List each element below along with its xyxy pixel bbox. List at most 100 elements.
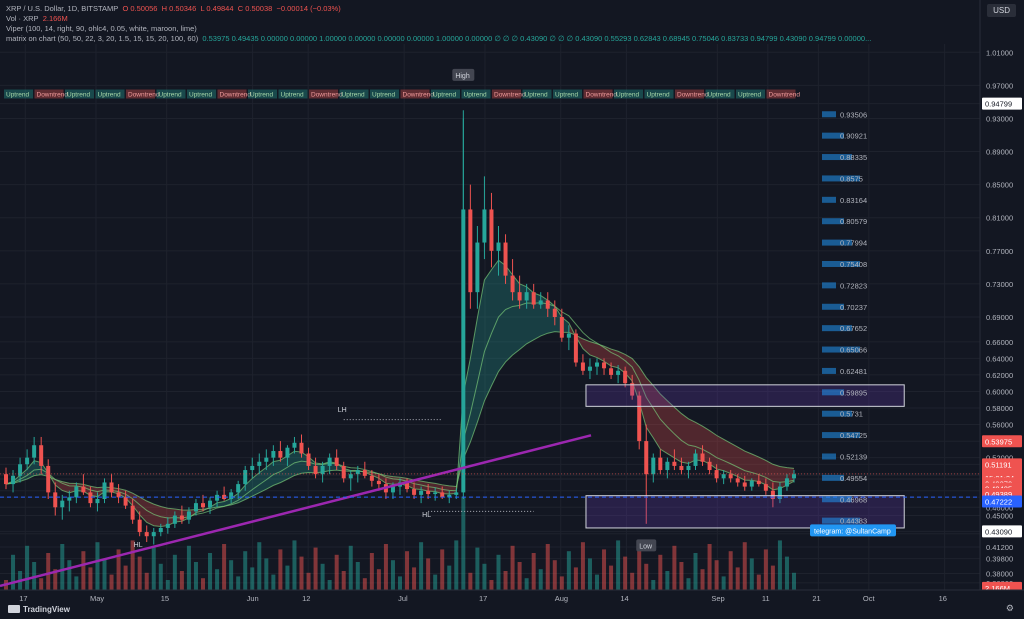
candle-body-112: [792, 474, 796, 479]
y-tick-20: 0.62000: [986, 371, 1013, 380]
candle-body-21: [151, 532, 156, 537]
legend-matrix-line[interactable]: matrix on chart (50, 50, 22, 3, 20, 1.5,…: [6, 34, 871, 44]
candle-body-22: [158, 527, 163, 533]
ribbon-band-1: [48, 472, 203, 527]
volume-bar-15: [109, 574, 114, 590]
candle-body-5: [39, 445, 44, 466]
trend-strip-label-14: Uptrend: [433, 92, 457, 99]
volume-bar-82: [580, 542, 585, 590]
volume-bar-66: [468, 572, 473, 590]
lh-label: LH: [338, 407, 347, 414]
volume-bar-86: [609, 565, 614, 590]
legend-volume-line[interactable]: Vol · XRP 2.166M: [6, 14, 68, 24]
volume-bar-69: [489, 580, 494, 590]
gear-icon[interactable]: ⚙: [1005, 603, 1014, 613]
trend-strip-label-7: Downtrend: [220, 92, 252, 99]
volume-bar-89: [630, 572, 635, 590]
volume-bar-59: [419, 542, 424, 590]
candle-body-48: [341, 465, 346, 479]
candle-body-23: [165, 523, 170, 528]
candle-body-9: [67, 497, 72, 501]
volume-bar-22: [158, 563, 163, 590]
volume-bar-78: [552, 560, 557, 590]
volume-bar-93: [658, 554, 663, 590]
candle-body-103: [728, 474, 733, 479]
legend-low: L 0.49844: [200, 4, 234, 13]
y-tick-26: 0.81000: [986, 214, 1013, 223]
volume-bar-17: [123, 565, 128, 590]
volume-bar-49: [348, 545, 353, 590]
trend-strip-cell-10: [309, 89, 338, 99]
fib-level-18: 0.46968: [840, 495, 867, 504]
matrix-bar-9: [822, 303, 844, 310]
volume-bar-19: [137, 556, 142, 590]
candle-body-49: [348, 474, 353, 479]
currency-selector[interactable]: USD: [987, 4, 1016, 17]
volume-bar-21: [151, 547, 156, 590]
trend-strip-cell-24: [736, 89, 765, 99]
volume-bar-112: [792, 572, 796, 590]
candle-body-58: [412, 489, 417, 495]
candle-body-4: [32, 445, 37, 458]
volume-bar-38: [271, 574, 276, 590]
volume-bar-84: [595, 574, 599, 590]
tradingview-logo[interactable]: TradingView: [8, 605, 70, 614]
candle-body-110: [777, 486, 782, 499]
trend-strip-label-3: Uptrend: [98, 92, 122, 99]
candle-body-13: [95, 499, 100, 504]
volume-bar-108: [763, 549, 768, 590]
candle-body-29: [208, 500, 213, 508]
trend-strip-cell-2: [65, 89, 94, 99]
matrix-bar-6: [822, 239, 852, 246]
volume-bar-7: [53, 569, 58, 590]
volume-bar-91: [644, 563, 649, 590]
volume-bar-44: [313, 547, 318, 590]
candle-body-26: [186, 511, 191, 520]
trend-strip-cell-16: [492, 89, 521, 99]
volume-bar-60: [426, 558, 431, 590]
volume-bar-85: [602, 549, 607, 590]
candle-body-91: [644, 441, 649, 475]
candle-body-59: [419, 490, 424, 495]
candle-body-17: [123, 497, 128, 506]
x-tick-1: May: [90, 594, 104, 603]
candle-body-70: [496, 242, 501, 251]
candle-body-33: [236, 484, 241, 493]
volume-bar-54: [383, 544, 388, 590]
volume-bar-68: [482, 563, 487, 590]
candle-body-68: [482, 209, 487, 243]
high-label: High: [455, 73, 470, 80]
fib-level-6: 0.77994: [840, 239, 867, 248]
candle-body-14: [102, 482, 107, 499]
trend-strip-label-19: Downtrend: [586, 92, 618, 99]
fib-level-5: 0.80579: [840, 217, 867, 226]
volume-bar-28: [201, 578, 205, 590]
candle-body-75: [531, 292, 536, 305]
trend-strip-label-9: Uptrend: [281, 92, 305, 99]
candle-body-62: [440, 492, 445, 498]
volume-bar-101: [714, 560, 719, 590]
legend-viper-line[interactable]: Viper (100, 14, right, 90, ohlc4, 0.05, …: [6, 24, 197, 34]
volume-bar-61: [433, 574, 438, 590]
volume-bar-13: [95, 542, 100, 590]
volume-bar-73: [517, 562, 522, 590]
volume-bar-6: [46, 553, 51, 590]
volume-bar-10: [74, 576, 79, 590]
candle-body-10: [74, 486, 79, 498]
price-badge-1: [982, 435, 1022, 448]
candle-body-3: [25, 457, 30, 465]
trend-strip-cell-22: [675, 89, 704, 99]
x-tick-11: 21: [812, 594, 820, 603]
y-tick-32: 1.01000: [986, 48, 1013, 57]
volume-bar-26: [186, 545, 191, 590]
volume-bar-80: [566, 551, 571, 590]
fib-level-13: 0.59895: [840, 388, 867, 397]
candle-body-15: [109, 482, 114, 493]
y-tick-21: 0.64000: [986, 354, 1013, 363]
x-tick-6: 17: [479, 594, 487, 603]
volume-bar-71: [503, 571, 508, 590]
candle-body-39: [278, 451, 283, 458]
x-tick-7: Aug: [555, 594, 568, 603]
